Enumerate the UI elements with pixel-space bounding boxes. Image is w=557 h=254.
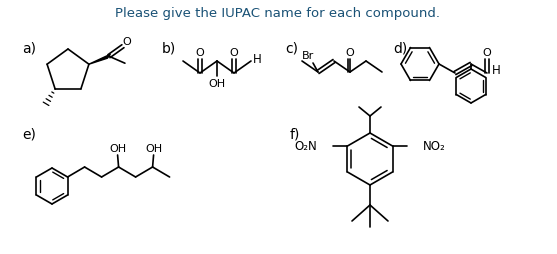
Text: a): a) xyxy=(22,41,36,55)
Text: O: O xyxy=(229,48,238,58)
Text: OH: OH xyxy=(208,79,226,89)
Text: Br: Br xyxy=(302,51,314,61)
Text: O: O xyxy=(482,48,491,58)
Text: O₂N: O₂N xyxy=(295,140,317,153)
Polygon shape xyxy=(89,55,110,65)
Text: H: H xyxy=(253,52,261,65)
Text: O: O xyxy=(196,48,204,58)
Text: c): c) xyxy=(285,41,298,55)
Text: O: O xyxy=(123,37,131,47)
Text: OH: OH xyxy=(109,144,126,153)
Text: H: H xyxy=(492,64,500,77)
Text: O: O xyxy=(346,48,354,58)
Text: NO₂: NO₂ xyxy=(423,140,445,153)
Text: d): d) xyxy=(393,41,407,55)
Text: Please give the IUPAC name for each compound.: Please give the IUPAC name for each comp… xyxy=(115,7,441,20)
Text: e): e) xyxy=(22,128,36,141)
Text: OH: OH xyxy=(145,144,162,153)
Text: f): f) xyxy=(290,128,300,141)
Text: b): b) xyxy=(162,41,176,55)
